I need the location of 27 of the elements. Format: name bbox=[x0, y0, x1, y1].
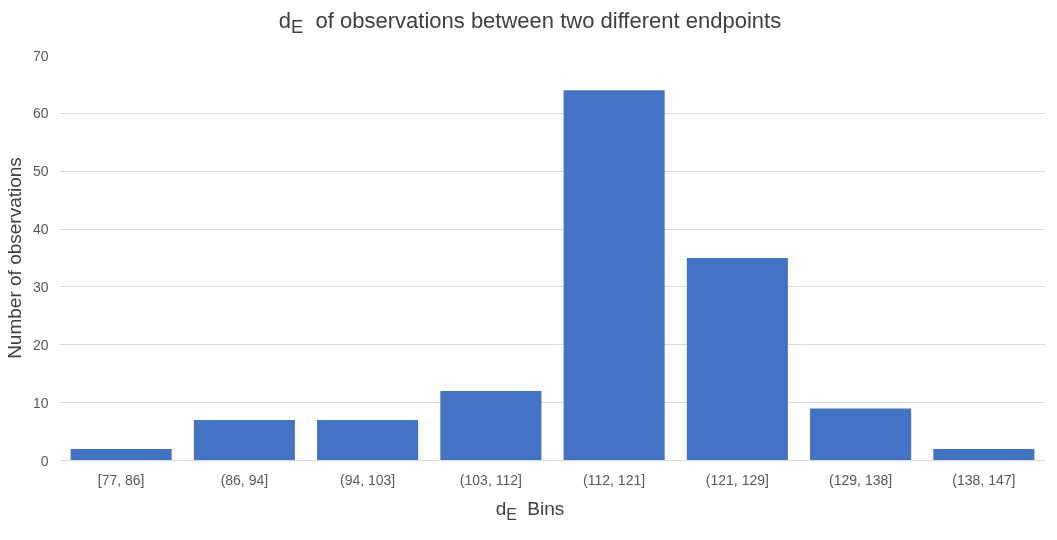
x-tick-label: (112, 121] bbox=[583, 471, 646, 488]
bar bbox=[70, 448, 172, 461]
chart-title: d$_{E}$ of observations between two different endpoints bbox=[277, 7, 783, 40]
bar bbox=[686, 258, 788, 461]
x-axis-title: d$_{E}$ Bins bbox=[494, 497, 566, 525]
bar bbox=[317, 420, 419, 461]
y-tick-label: 40 bbox=[32, 221, 49, 238]
y-tick-label: 60 bbox=[32, 105, 49, 122]
y-tick-label: 0 bbox=[40, 452, 49, 469]
bar bbox=[440, 391, 542, 461]
bar bbox=[810, 408, 912, 461]
x-tick-label: (138, 147] bbox=[952, 471, 1016, 488]
bar bbox=[563, 90, 665, 461]
y-axis-title: Number of observations bbox=[3, 157, 25, 359]
bar bbox=[193, 420, 295, 461]
x-tick-label: (94, 103] bbox=[339, 471, 396, 488]
x-tick-label: [77, 86] bbox=[97, 471, 145, 488]
x-tick-label: (86, 94] bbox=[220, 471, 269, 488]
y-tick-label: 70 bbox=[32, 47, 49, 64]
x-tick-label: (121, 129] bbox=[705, 471, 769, 488]
y-tick-label: 50 bbox=[32, 163, 49, 180]
y-tick-label: 20 bbox=[32, 336, 49, 353]
y-tick-label: 10 bbox=[32, 394, 49, 411]
x-tick-label: (103, 112] bbox=[459, 471, 522, 488]
y-tick-label: 30 bbox=[32, 278, 49, 295]
x-tick-label: (129, 138] bbox=[829, 471, 893, 488]
bar bbox=[933, 448, 1035, 461]
